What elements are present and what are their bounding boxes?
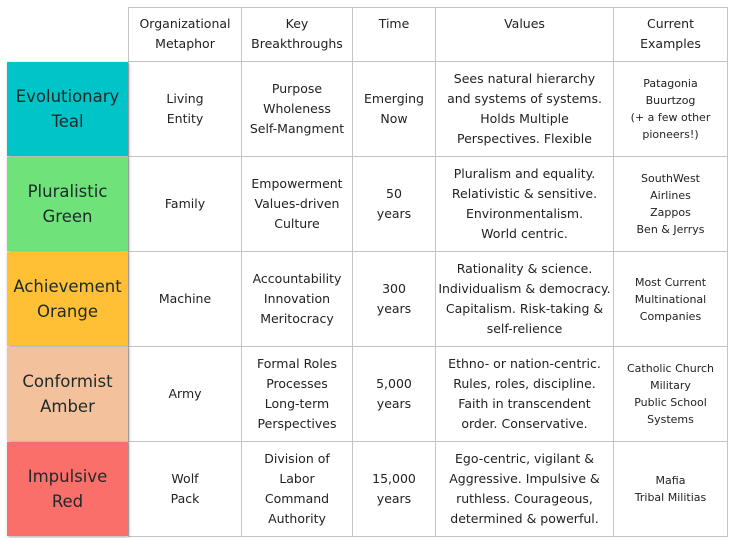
- header-values: Values: [435, 7, 614, 62]
- table-row: Machine Accountability Innovation Meritoc…: [128, 251, 728, 347]
- time-cell: 5,000 years: [352, 346, 436, 442]
- examples-cell: Patagonia Buurtzog (+ a few other pionee…: [613, 61, 728, 157]
- stage-label: Achievement Orange: [7, 252, 128, 346]
- metaphor-cell: Machine: [128, 251, 242, 347]
- values-cell: Rationality & science. Individualism & d…: [435, 251, 614, 347]
- metaphor-cell: Family: [128, 156, 242, 252]
- breakthroughs-cell: Formal Roles Processes Long-term Perspec…: [241, 346, 353, 442]
- metaphor-cell: Living Entity: [128, 61, 242, 157]
- header-examples: Current Examples: [613, 7, 728, 62]
- metaphor-cell: Wolf Pack: [128, 441, 242, 537]
- header-metaphor: Organizational Metaphor: [128, 7, 242, 62]
- stage-label: Evolutionary Teal: [7, 62, 128, 156]
- values-cell: Ethno- or nation-centric. Rules, roles, …: [435, 346, 614, 442]
- breakthroughs-cell: Division of Labor Command Authority: [241, 441, 353, 537]
- time-cell: Emerging Now: [352, 61, 436, 157]
- breakthroughs-cell: Accountability Innovation Meritocracy: [241, 251, 353, 347]
- examples-cell: SouthWest Airlines Zappos Ben & Jerrys: [613, 156, 728, 252]
- stage-label: Impulsive Red: [7, 442, 128, 536]
- stage-label: Pluralistic Green: [7, 157, 128, 251]
- time-cell: 15,000 years: [352, 441, 436, 537]
- metaphor-cell: Army: [128, 346, 242, 442]
- breakthroughs-cell: Purpose Wholeness Self-Mangment: [241, 61, 353, 157]
- header-time: Time: [352, 7, 436, 62]
- table-row: Wolf Pack Division of Labor Command Autho…: [128, 441, 728, 537]
- examples-cell: Most Current Multinational Companies: [613, 251, 728, 347]
- header-row: Organizational Metaphor Key Breakthrough…: [128, 7, 728, 62]
- stage-label: Conformist Amber: [7, 347, 128, 441]
- header-breakthroughs: Key Breakthroughs: [241, 7, 353, 62]
- time-cell: 300 years: [352, 251, 436, 347]
- examples-cell: Catholic Church Military Public School S…: [613, 346, 728, 442]
- table-row: Army Formal Roles Processes Long-term Per…: [128, 346, 728, 442]
- values-cell: Sees natural hierarchy and systems of sy…: [435, 61, 614, 157]
- stages-table: Organizational Metaphor Key Breakthrough…: [128, 7, 728, 537]
- examples-cell: Mafia Tribal Militias: [613, 441, 728, 537]
- table-row: Family Empowerment Values-driven Culture 5…: [128, 156, 728, 252]
- values-cell: Ego-centric, vigilant & Aggressive. Impu…: [435, 441, 614, 537]
- time-cell: 50 years: [352, 156, 436, 252]
- table-row: Living Entity Purpose Wholeness Self-Mang…: [128, 61, 728, 157]
- breakthroughs-cell: Empowerment Values-driven Culture: [241, 156, 353, 252]
- values-cell: Pluralism and equality. Relativistic & s…: [435, 156, 614, 252]
